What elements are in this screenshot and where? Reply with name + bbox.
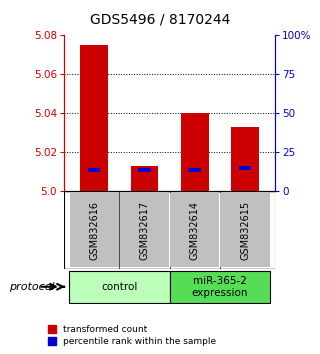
FancyBboxPatch shape bbox=[69, 193, 119, 268]
Legend: transformed count, percentile rank within the sample: transformed count, percentile rank withi… bbox=[46, 324, 218, 348]
FancyBboxPatch shape bbox=[170, 193, 220, 268]
FancyBboxPatch shape bbox=[120, 193, 169, 268]
Text: GSM832614: GSM832614 bbox=[190, 201, 200, 259]
Bar bbox=[239, 166, 251, 170]
Bar bbox=[80, 45, 108, 191]
FancyBboxPatch shape bbox=[69, 271, 170, 303]
Text: GSM832617: GSM832617 bbox=[140, 200, 149, 260]
Bar bbox=[181, 113, 209, 191]
FancyBboxPatch shape bbox=[220, 193, 270, 268]
Text: GSM832616: GSM832616 bbox=[89, 201, 99, 259]
Bar bbox=[231, 127, 259, 191]
Text: protocol: protocol bbox=[9, 282, 54, 292]
Text: GDS5496 / 8170244: GDS5496 / 8170244 bbox=[90, 12, 230, 27]
Text: miR-365-2
expression: miR-365-2 expression bbox=[192, 276, 248, 298]
Bar bbox=[88, 168, 100, 172]
Bar bbox=[131, 166, 158, 191]
Text: GSM832615: GSM832615 bbox=[240, 200, 250, 260]
Bar bbox=[188, 168, 201, 172]
FancyBboxPatch shape bbox=[170, 271, 270, 303]
Text: control: control bbox=[101, 282, 138, 292]
Bar bbox=[138, 168, 151, 172]
